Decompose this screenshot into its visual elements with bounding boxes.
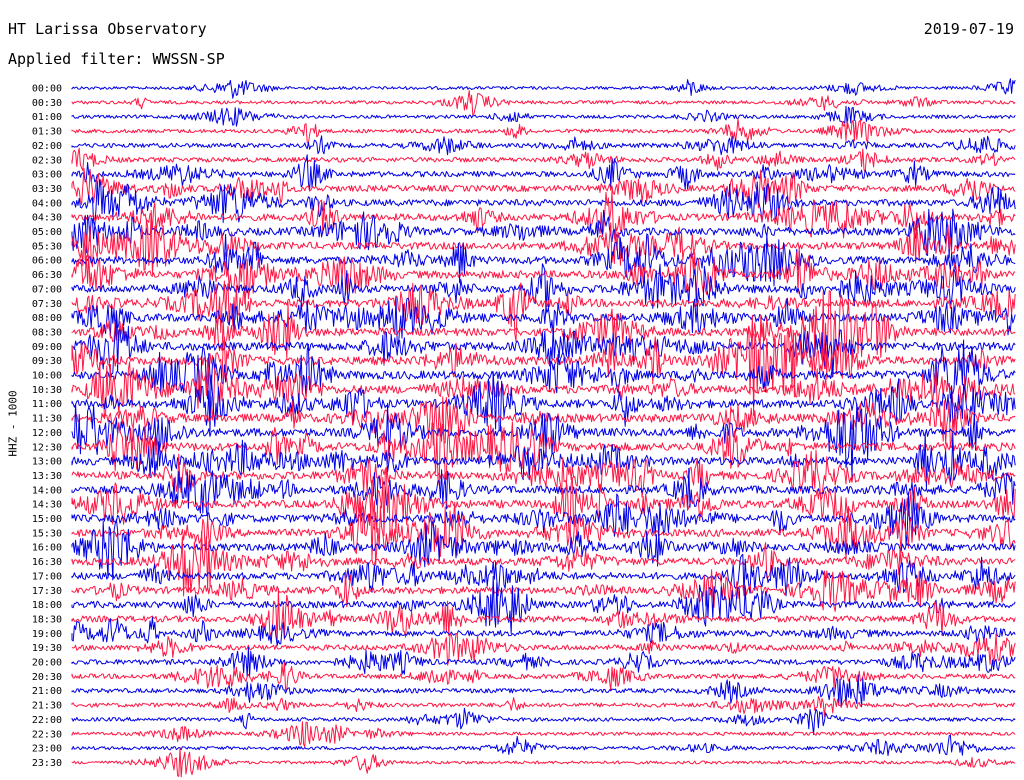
tick-label-0030: 00:30 — [32, 98, 62, 109]
tick-label-0830: 08:30 — [32, 327, 62, 338]
trace-1000 — [71, 339, 1016, 401]
tick-label-1200: 12:00 — [32, 428, 62, 439]
tick-label-0400: 04:00 — [32, 198, 62, 209]
tick-label-0430: 04:30 — [32, 213, 62, 224]
tick-label-0930: 09:30 — [32, 356, 62, 367]
tick-label-2030: 20:30 — [32, 672, 62, 683]
trace-1700 — [71, 553, 1016, 597]
trace-0130 — [71, 118, 1016, 144]
trace-2100 — [71, 674, 1016, 708]
tick-label-1600: 16:00 — [32, 543, 62, 554]
trace-1100 — [71, 371, 1016, 432]
tick-label-1500: 15:00 — [32, 514, 62, 525]
trace-1830 — [71, 588, 1016, 644]
tick-label-1030: 10:30 — [32, 385, 62, 396]
trace-1630 — [71, 530, 1016, 597]
tick-label-0530: 05:30 — [32, 241, 62, 252]
tick-label-1700: 17:00 — [32, 571, 62, 582]
tick-label-2100: 21:00 — [32, 686, 62, 697]
tick-label-0230: 02:30 — [32, 155, 62, 166]
trace-1430 — [71, 468, 1016, 540]
tick-label-0000: 00:00 — [32, 84, 62, 95]
trace-0100 — [71, 105, 1016, 129]
chart-date: 2019-07-19 — [923, 20, 1014, 38]
tick-label-0500: 05:00 — [32, 227, 62, 238]
tick-label-1900: 19:00 — [32, 629, 62, 640]
trace-0600 — [71, 233, 1016, 287]
trace-0300 — [71, 154, 1016, 192]
trace-1130 — [71, 396, 1016, 449]
trace-1200 — [71, 402, 1016, 480]
tick-label-1330: 13:30 — [32, 471, 62, 482]
trace-0530 — [71, 210, 1016, 275]
tick-label-1930: 19:30 — [32, 643, 62, 654]
trace-0400 — [71, 179, 1016, 227]
tick-label-1000: 10:00 — [32, 371, 62, 382]
tick-label-2300: 23:00 — [32, 744, 62, 755]
seismogram-traces — [71, 78, 1016, 778]
tick-label-1730: 17:30 — [32, 586, 62, 597]
tick-label-1400: 14:00 — [32, 485, 62, 496]
tick-label-0600: 06:00 — [32, 256, 62, 267]
tick-label-2130: 21:30 — [32, 701, 62, 712]
tick-label-1300: 13:00 — [32, 457, 62, 468]
trace-0930 — [71, 314, 1016, 416]
trace-1400 — [71, 467, 1016, 519]
trace-0230 — [71, 147, 1016, 173]
tick-label-0130: 01:30 — [32, 127, 62, 138]
tick-label-0330: 03:30 — [32, 184, 62, 195]
tick-label-0100: 01:00 — [32, 112, 62, 123]
trace-0330 — [71, 168, 1016, 209]
trace-1230 — [71, 421, 1016, 486]
trace-1900 — [71, 616, 1016, 646]
tick-label-1630: 16:30 — [32, 557, 62, 568]
tick-label-0730: 07:30 — [32, 299, 62, 310]
trace-2300 — [71, 734, 1016, 757]
tick-label-1830: 18:30 — [32, 614, 62, 625]
tick-label-0700: 07:00 — [32, 284, 62, 295]
tick-label-1430: 14:30 — [32, 500, 62, 511]
tick-label-1130: 11:30 — [32, 414, 62, 425]
trace-0730 — [71, 280, 1016, 343]
filter-label: Applied filter: WWSSN-SP — [8, 50, 225, 68]
tick-label-1100: 11:00 — [32, 399, 62, 410]
trace-0500 — [71, 208, 1016, 259]
tick-label-0630: 06:30 — [32, 270, 62, 281]
trace-1930 — [71, 632, 1016, 666]
trace-2230 — [71, 721, 1016, 748]
tick-label-1230: 12:30 — [32, 442, 62, 453]
trace-0000 — [71, 78, 1016, 99]
trace-0830 — [71, 290, 1016, 380]
tick-label-2000: 20:00 — [32, 658, 62, 669]
trace-1500 — [71, 492, 1016, 546]
time-tick-labels: 00:00 00:30 01:00 01:30 02:00 02:30 03:00 03:30… — [32, 84, 62, 769]
tick-label-1530: 15:30 — [32, 528, 62, 539]
trace-0900 — [71, 315, 1016, 378]
tick-label-0800: 08:00 — [32, 313, 62, 324]
trace-1030 — [71, 357, 1016, 421]
trace-0800 — [71, 296, 1016, 347]
tick-label-1800: 18:00 — [32, 600, 62, 611]
tick-label-2330: 23:30 — [32, 758, 62, 769]
trace-1330 — [71, 449, 1016, 501]
trace-1730 — [71, 569, 1016, 612]
trace-2000 — [71, 646, 1016, 678]
tick-label-0300: 03:00 — [32, 170, 62, 181]
tick-label-2200: 22:00 — [32, 715, 62, 726]
trace-0430 — [71, 190, 1016, 240]
trace-2130 — [71, 696, 1016, 717]
trace-1800 — [71, 575, 1016, 634]
trace-2030 — [71, 662, 1016, 692]
trace-2200 — [71, 707, 1016, 735]
tick-label-2230: 22:30 — [32, 729, 62, 740]
trace-1600 — [71, 519, 1016, 581]
trace-0030 — [71, 90, 1016, 116]
trace-1300 — [71, 432, 1016, 489]
tick-label-0200: 02:00 — [32, 141, 62, 152]
tick-label-0900: 09:00 — [32, 342, 62, 353]
trace-2330 — [71, 747, 1016, 778]
chart-title: HT Larissa Observatory — [8, 20, 207, 38]
trace-0200 — [71, 135, 1016, 156]
